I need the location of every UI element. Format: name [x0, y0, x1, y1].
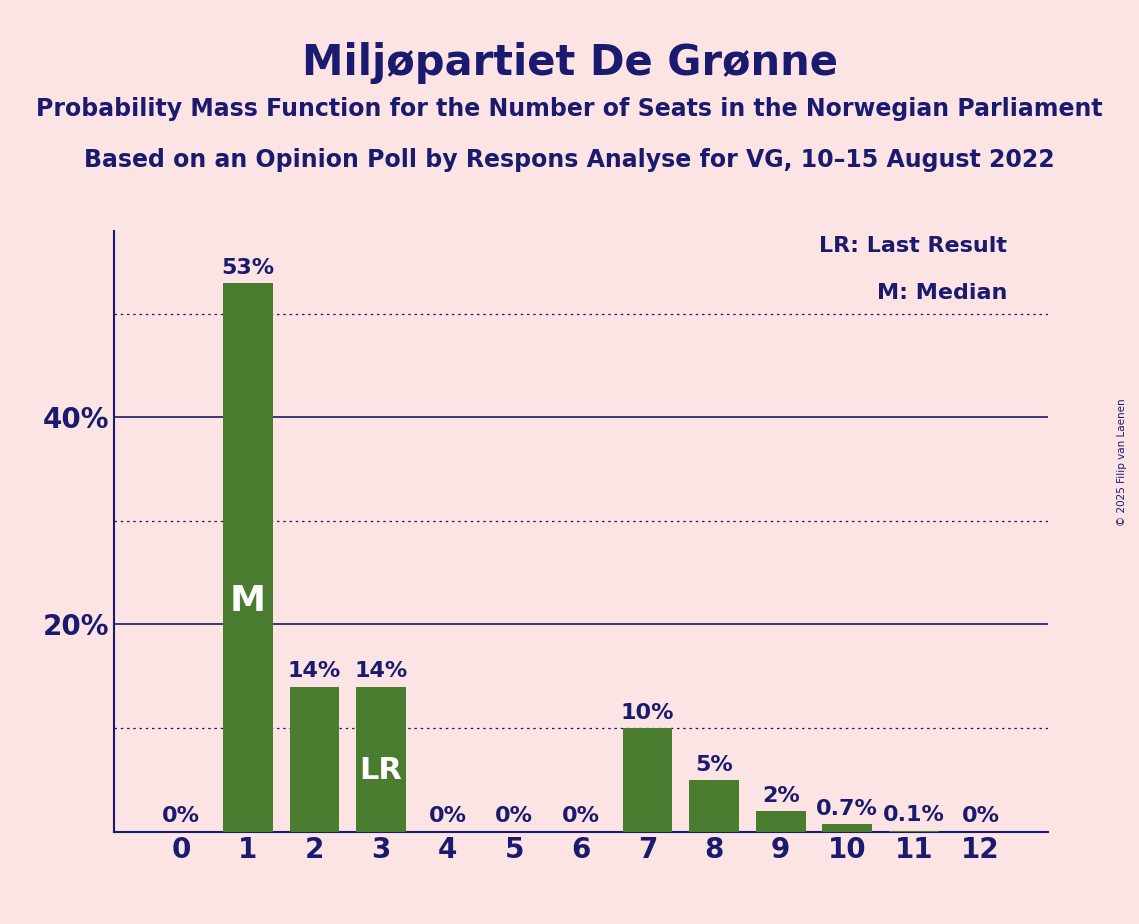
- Text: 0%: 0%: [961, 807, 999, 826]
- Text: Probability Mass Function for the Number of Seats in the Norwegian Parliament: Probability Mass Function for the Number…: [36, 97, 1103, 121]
- Text: 53%: 53%: [221, 258, 274, 277]
- Text: LR: LR: [360, 756, 402, 785]
- Text: © 2025 Filip van Laenen: © 2025 Filip van Laenen: [1117, 398, 1126, 526]
- Bar: [223, 283, 273, 832]
- Text: 10%: 10%: [621, 703, 674, 723]
- Bar: [357, 687, 407, 832]
- Bar: [822, 824, 872, 832]
- Text: 5%: 5%: [695, 755, 734, 774]
- Text: M: Median: M: Median: [877, 283, 1007, 303]
- Text: Based on an Opinion Poll by Respons Analyse for VG, 10–15 August 2022: Based on an Opinion Poll by Respons Anal…: [84, 148, 1055, 172]
- Text: 0.1%: 0.1%: [883, 806, 944, 825]
- Text: Miljøpartiet De Grønne: Miljøpartiet De Grønne: [302, 42, 837, 83]
- Bar: [888, 831, 939, 832]
- Bar: [755, 811, 805, 832]
- Text: 0%: 0%: [428, 807, 467, 826]
- Text: 0%: 0%: [562, 807, 600, 826]
- Text: 0%: 0%: [495, 807, 533, 826]
- Text: 14%: 14%: [288, 662, 342, 682]
- Bar: [289, 687, 339, 832]
- Text: 14%: 14%: [354, 662, 408, 682]
- Bar: [689, 780, 739, 832]
- Text: 0.7%: 0.7%: [817, 799, 878, 820]
- Text: LR: Last Result: LR: Last Result: [819, 237, 1007, 256]
- Bar: [623, 728, 672, 832]
- Text: 2%: 2%: [762, 785, 800, 806]
- Text: 0%: 0%: [163, 807, 200, 826]
- Text: M: M: [230, 584, 265, 618]
